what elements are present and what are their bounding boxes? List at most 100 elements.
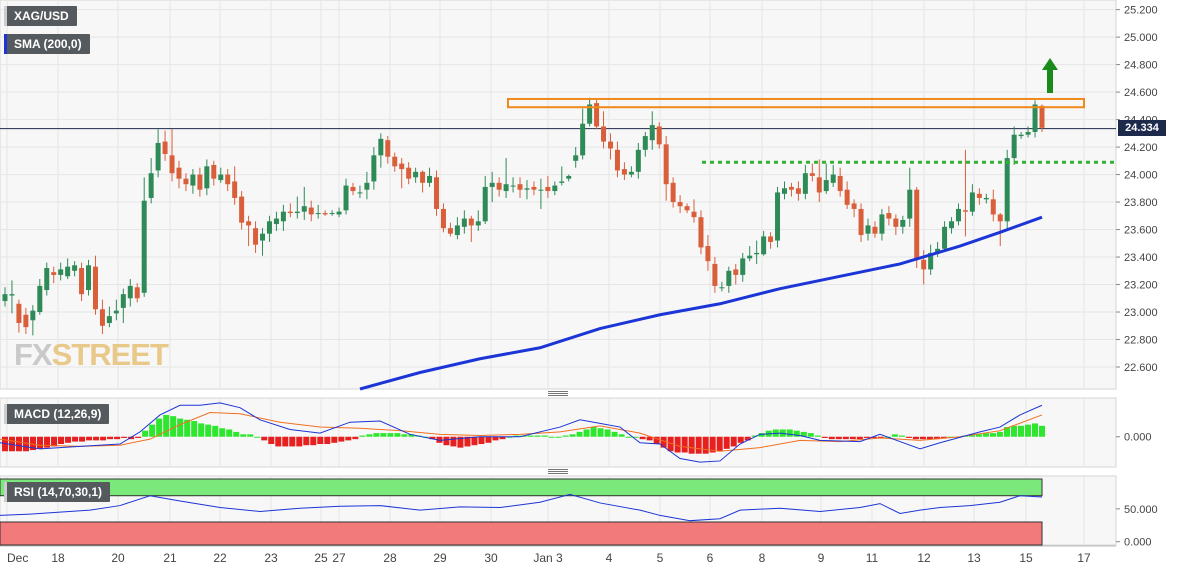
macd-histogram-bar-positive <box>513 435 520 437</box>
macd-histogram-bar-negative <box>688 436 695 454</box>
macd-histogram-bar-negative <box>744 436 751 441</box>
candle-bullish <box>2 294 8 302</box>
macd-histogram-bar-positive <box>170 416 177 437</box>
macd-line <box>0 402 1043 463</box>
macd-histogram-bar-negative <box>940 436 947 438</box>
x-tick-label: 23 <box>264 551 278 565</box>
candle-bullish <box>1004 158 1010 222</box>
pane-resize-handle-rsi[interactable] <box>548 469 568 474</box>
macd-histogram-bar-positive <box>142 430 149 437</box>
candle-bullish <box>461 218 467 227</box>
macd-histogram-bar-negative <box>268 436 275 444</box>
macd-histogram-bar-negative <box>275 436 282 447</box>
x-tick-label: 30 <box>484 551 498 565</box>
x-tick-label: 18 <box>51 551 65 565</box>
candle-bearish <box>844 189 850 205</box>
candle-bearish <box>990 199 996 215</box>
macd-indicator-badge[interactable]: MACD (12,26,9) <box>4 404 110 424</box>
macd-histogram-bar-negative <box>842 436 849 440</box>
sma-indicator-badge[interactable]: SMA (200,0) <box>4 34 90 54</box>
macd-histogram-bar-negative <box>478 436 485 444</box>
candle-bearish <box>183 178 189 185</box>
candle-bearish <box>1039 105 1045 128</box>
macd-histogram-bar-negative <box>905 436 912 438</box>
pane-resize-handle-macd[interactable] <box>548 391 568 396</box>
macd-histogram-bar-negative <box>303 436 310 446</box>
macd-histogram-bar-positive <box>968 434 975 437</box>
candle-bearish <box>225 174 231 185</box>
macd-histogram-bar-negative <box>79 436 86 442</box>
macd-histogram-bar-positive <box>394 433 401 437</box>
candle-bearish <box>531 186 537 190</box>
candle-bullish <box>204 166 210 189</box>
macd-histogram-bar-positive <box>387 433 394 437</box>
candle-bullish <box>573 155 579 161</box>
candle-bearish <box>99 309 105 326</box>
macd-histogram-bar-positive <box>625 436 632 438</box>
macd-histogram-bar-positive <box>254 436 261 438</box>
x-tick-label: 6 <box>707 551 714 565</box>
macd-histogram-bar-negative <box>828 436 835 440</box>
candle-bearish <box>176 167 182 179</box>
x-tick-label: 4 <box>606 551 613 565</box>
macd-histogram-bar-negative <box>737 436 744 443</box>
candle-bearish <box>691 211 697 218</box>
candle-bullish <box>454 225 460 236</box>
macd-histogram-bar-negative <box>912 436 919 440</box>
candle-bearish <box>816 177 822 193</box>
candle-bullish <box>566 175 572 179</box>
macd-histogram-bar-negative <box>121 436 128 438</box>
candle-bullish <box>301 206 307 212</box>
candle-bullish <box>802 173 808 194</box>
candle-bullish <box>552 185 558 192</box>
candle-bearish <box>594 103 600 127</box>
candle-bullish <box>949 221 955 229</box>
x-tick-label: Jan 3 <box>533 551 563 565</box>
macd-histogram-bar-negative <box>709 436 716 453</box>
macd-histogram-bar-negative <box>730 436 737 447</box>
candle-bearish <box>677 202 683 207</box>
macd-histogram-bar-negative <box>9 436 16 452</box>
watermark-part-b: STREET <box>51 337 169 372</box>
macd-histogram-bar-negative <box>723 436 730 449</box>
candle-bearish <box>851 203 857 209</box>
candle-bullish <box>190 174 196 186</box>
candle-bearish <box>92 266 98 310</box>
rsi-oversold-zone <box>0 521 1043 546</box>
macd-histogram-bar-negative <box>681 436 688 453</box>
candle-bullish <box>475 221 481 226</box>
macd-histogram-bar-positive <box>800 431 807 437</box>
macd-histogram-bar-negative <box>492 436 499 441</box>
macd-histogram-bar-negative <box>86 436 93 441</box>
rsi-indicator-badge[interactable]: RSI (14,70,30,1) <box>4 482 111 502</box>
macd-histogram-bar-negative <box>464 436 471 447</box>
macd-histogram-bar-negative <box>261 436 268 441</box>
x-tick-label: 11 <box>866 551 879 565</box>
candle-bullish <box>155 142 161 171</box>
candle-bullish <box>37 285 43 313</box>
bullish-arrow-icon <box>1042 58 1058 93</box>
candle-bullish <box>72 265 78 271</box>
macd-histogram-bar-negative <box>296 436 303 447</box>
candle-bullish <box>371 155 377 182</box>
macd-histogram-bar-negative <box>933 436 940 440</box>
macd-histogram-bar-negative <box>443 436 450 446</box>
macd-histogram-bar-positive <box>1031 423 1038 437</box>
candle-bearish <box>976 193 982 198</box>
candle-bearish <box>997 214 1003 222</box>
y-tick-label: 25.000 <box>1124 32 1158 44</box>
x-tick-label: 9 <box>818 551 825 565</box>
macd-histogram-bar-positive <box>380 433 387 437</box>
macd-histogram-bar-positive <box>219 428 226 437</box>
macd-histogram-bar-negative <box>485 436 492 443</box>
candle-bullish <box>1025 131 1031 135</box>
macd-histogram-bar-negative <box>653 436 660 444</box>
symbol-badge[interactable]: XAG/USD <box>4 6 77 26</box>
candle-bullish <box>754 252 760 255</box>
candle-bearish <box>440 208 446 229</box>
candle-bearish <box>434 177 440 209</box>
candle-bearish <box>162 141 168 154</box>
macd-histogram-bar-positive <box>751 435 758 437</box>
macd-histogram-bar-positive <box>583 429 590 437</box>
candle-bullish <box>879 214 885 234</box>
